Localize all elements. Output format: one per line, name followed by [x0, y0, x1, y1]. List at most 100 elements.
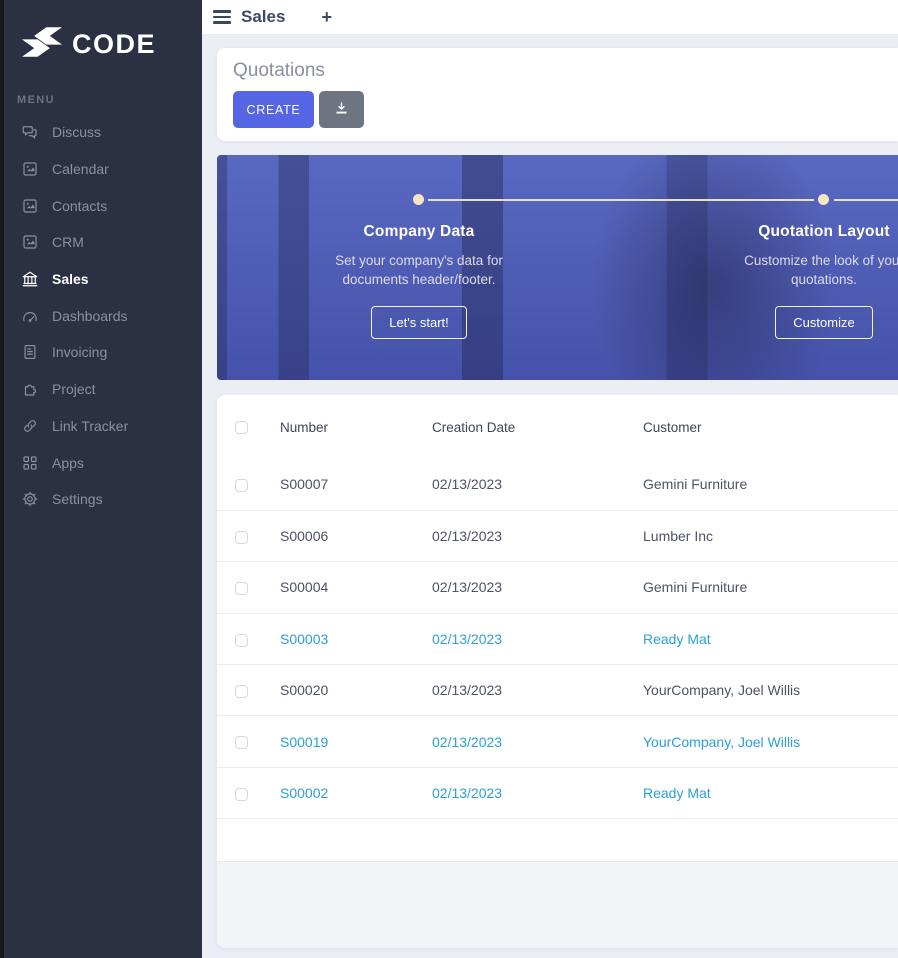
sidebar-item-label: Sales	[52, 271, 89, 288]
cell-customer: Ready Mat	[643, 613, 898, 666]
onboarding-step-quotation-layout: Quotation Layout Customize the look of y…	[694, 223, 898, 339]
cell-number: S00003	[280, 613, 432, 666]
row-checkbox[interactable]	[235, 633, 248, 647]
sidebar-item-project[interactable]: Project	[0, 371, 202, 408]
crm-icon	[20, 233, 39, 252]
cell-customer: YourCompany, Joel Willis	[643, 715, 898, 768]
link-icon	[20, 416, 39, 435]
download-icon	[334, 101, 349, 119]
column-header-number[interactable]: Number	[280, 419, 329, 435]
settings-icon	[20, 490, 39, 509]
page-title: Quotations	[233, 60, 325, 81]
logo-icon	[22, 26, 62, 62]
cell-customer: YourCompany, Joel Willis	[643, 664, 898, 717]
row-checkbox[interactable]	[235, 685, 248, 699]
sidebar-item-label: Calendar	[52, 161, 109, 178]
sidebar-item-label: Discuss	[52, 124, 102, 141]
table-row[interactable]: S00020 02/13/2023 YourCompany, Joel Will…	[217, 664, 898, 717]
cell-date: 02/13/2023	[432, 510, 643, 563]
topbar-title: Sales	[241, 7, 286, 26]
step-title: Company Data	[363, 223, 475, 240]
cell-number: S00007	[280, 459, 432, 511]
table-row[interactable]: S00003 02/13/2023 Ready Mat	[217, 613, 898, 666]
calendar-icon	[20, 160, 39, 179]
sidebar-item-label: Project	[52, 381, 96, 398]
quotations-table-card: Number Creation Date Customer S00007 02/…	[217, 395, 898, 948]
customize-button[interactable]: Customize	[775, 306, 873, 339]
timeline-dot	[413, 194, 424, 205]
cell-date: 02/13/2023	[432, 715, 643, 768]
create-button[interactable]: CREATE	[233, 91, 314, 128]
cell-customer: Gemini Furniture	[643, 561, 898, 614]
page-header-card: Quotations CREATE	[217, 48, 898, 141]
sidebar-item-sales[interactable]: Sales	[0, 261, 202, 298]
cell-number: S00019	[280, 715, 432, 768]
sidebar-item-dashboards[interactable]: Dashboards	[0, 297, 202, 334]
sidebar-item-label: Link Tracker	[52, 417, 129, 434]
apps-icon	[20, 453, 39, 472]
sidebar-item-link-tracker[interactable]: Link Tracker	[0, 408, 202, 445]
cell-customer: Gemini Furniture	[643, 459, 898, 511]
cell-number: S00006	[280, 510, 432, 563]
step-description: Set your company's data for documents he…	[335, 253, 503, 287]
row-checkbox[interactable]	[235, 736, 248, 750]
sidebar-item-label: Contacts	[52, 197, 108, 214]
cell-number: S00002	[280, 767, 432, 820]
lets-start-button[interactable]: Let's start!	[371, 306, 467, 339]
table-row[interactable]: S00002 02/13/2023 Ready Mat	[217, 767, 898, 820]
table-row[interactable]: S00019 02/13/2023 YourCompany, Joel Will…	[217, 715, 898, 768]
add-tab-button[interactable]: +	[321, 7, 332, 27]
sidebar-item-settings[interactable]: Settings	[0, 481, 202, 518]
cell-number: S00004	[280, 561, 432, 614]
app-logo: CODE	[0, 0, 202, 70]
cell-date: 02/13/2023	[432, 459, 643, 511]
topbar: Sales +	[202, 0, 898, 34]
quotations-table: Number Creation Date Customer S00007 02/…	[217, 395, 898, 861]
table-row[interactable]: S00004 02/13/2023 Gemini Furniture	[217, 561, 898, 614]
column-header-customer[interactable]: Customer	[643, 419, 702, 435]
sidebar-item-discuss[interactable]: Discuss	[0, 114, 202, 151]
row-checkbox[interactable]	[235, 530, 248, 544]
table-row[interactable]: S00006 02/13/2023 Lumber Inc	[217, 510, 898, 563]
table-row[interactable]: S00007 02/13/2023 Gemini Furniture	[217, 459, 898, 511]
cell-customer: Lumber Inc	[643, 510, 898, 563]
step-description: Customize the look of your quotations.	[744, 253, 898, 287]
invoicing-icon	[20, 343, 39, 362]
sidebar-item-calendar[interactable]: Calendar	[0, 151, 202, 188]
sidebar-item-label: Dashboards	[52, 307, 128, 324]
step-title: Quotation Layout	[758, 223, 890, 240]
sidebar-item-apps[interactable]: Apps	[0, 444, 202, 481]
row-checkbox[interactable]	[235, 787, 248, 801]
cell-customer: Ready Mat	[643, 767, 898, 820]
table-empty-row	[217, 819, 898, 861]
sidebar-item-label: Invoicing	[52, 344, 108, 361]
timeline-dot	[818, 194, 829, 205]
select-all-checkbox[interactable]	[235, 421, 248, 435]
cell-date: 02/13/2023	[432, 664, 643, 717]
sidebar-item-label: Apps	[52, 454, 84, 471]
row-checkbox[interactable]	[235, 582, 248, 596]
cell-date: 02/13/2023	[432, 561, 643, 614]
sidebar-nav: Discuss Calendar Contacts CRM Sales	[0, 114, 202, 518]
table-card-footer	[217, 860, 898, 948]
project-icon	[20, 380, 39, 399]
sidebar-item-label: CRM	[52, 234, 84, 251]
cell-date: 02/13/2023	[432, 767, 643, 820]
menu-toggle-icon[interactable]	[213, 10, 231, 24]
row-checkbox[interactable]	[235, 479, 248, 493]
export-button[interactable]	[319, 91, 364, 128]
cell-date: 02/13/2023	[432, 613, 643, 666]
onboarding-step-company-data: Company Data Set your company's data for…	[289, 223, 549, 339]
dashboards-icon	[20, 306, 39, 325]
sidebar-item-invoicing[interactable]: Invoicing	[0, 334, 202, 371]
sidebar-item-crm[interactable]: CRM	[0, 224, 202, 261]
menu-section-label: MENU	[17, 94, 55, 106]
column-header-creation-date[interactable]: Creation Date	[432, 419, 516, 435]
sales-icon	[20, 270, 39, 289]
sidebar: CODE MENU Discuss Calendar Contacts CRM	[0, 0, 202, 958]
action-buttons: CREATE	[233, 91, 882, 128]
timeline-line	[834, 199, 898, 201]
sidebar-item-contacts[interactable]: Contacts	[0, 187, 202, 224]
contacts-icon	[20, 196, 39, 215]
cell-number: S00020	[280, 664, 432, 717]
